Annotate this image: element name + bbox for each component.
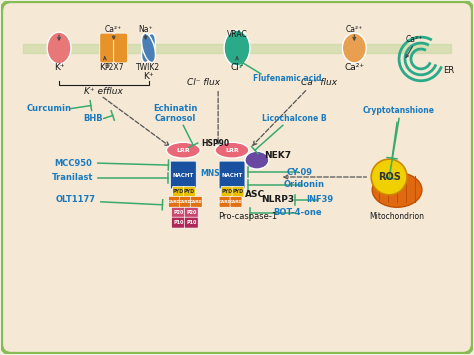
FancyBboxPatch shape [114,33,128,63]
Text: LRR: LRR [176,148,190,153]
Text: MCC950: MCC950 [54,159,92,168]
Text: Flufenamic acid: Flufenamic acid [254,74,322,83]
Text: Curcumin: Curcumin [27,104,72,113]
Text: Oridonin: Oridonin [284,180,325,190]
FancyBboxPatch shape [232,186,244,197]
Ellipse shape [166,142,200,158]
Text: Ca²⁺: Ca²⁺ [346,24,363,34]
Text: BOT-4-one: BOT-4-one [273,208,322,217]
FancyBboxPatch shape [172,217,185,228]
Text: BHB: BHB [83,114,103,123]
Text: LRR: LRR [225,148,239,153]
Text: Cryptotanshione: Cryptotanshione [363,106,435,115]
Text: CARD: CARD [190,200,202,204]
Text: PYD: PYD [184,189,195,195]
FancyBboxPatch shape [179,196,191,207]
Text: Ca²⁺: Ca²⁺ [344,63,365,72]
Text: NACHT: NACHT [221,173,243,178]
Text: MNS: MNS [201,169,220,178]
Text: CARD: CARD [179,200,191,204]
FancyBboxPatch shape [172,207,185,218]
Text: ROS: ROS [378,172,401,182]
Text: Pro-caspase-1: Pro-caspase-1 [218,212,277,221]
Text: P10: P10 [186,220,196,225]
Text: INF39: INF39 [306,195,333,204]
Text: PYD: PYD [232,189,244,195]
Text: P10: P10 [173,220,183,225]
Text: K⁺: K⁺ [100,63,110,72]
Ellipse shape [342,33,366,63]
Ellipse shape [142,34,155,62]
Text: Cl⁻: Cl⁻ [230,63,244,72]
Text: Na⁺: Na⁺ [138,24,153,34]
Text: CY-09: CY-09 [287,168,313,176]
Text: Carnosol: Carnosol [155,114,196,123]
FancyBboxPatch shape [183,186,195,197]
Text: P2X7: P2X7 [104,63,123,72]
Text: ASC: ASC [245,190,265,200]
Text: K⁺: K⁺ [54,63,64,72]
Text: CARD: CARD [219,200,231,204]
Ellipse shape [245,151,269,169]
Text: PYD: PYD [221,189,233,195]
FancyBboxPatch shape [173,186,184,197]
Text: P20: P20 [186,210,196,215]
Text: Tranilast: Tranilast [52,174,94,182]
Ellipse shape [215,142,249,158]
FancyBboxPatch shape [184,217,198,228]
Ellipse shape [47,32,71,64]
FancyBboxPatch shape [168,196,180,207]
FancyBboxPatch shape [190,196,202,207]
Text: NLRP3: NLRP3 [261,195,294,204]
Text: Mitochondrion: Mitochondrion [370,212,425,221]
FancyBboxPatch shape [219,196,231,207]
Text: Ca²⁺: Ca²⁺ [105,24,122,34]
Text: TWIK2: TWIK2 [137,63,161,72]
FancyBboxPatch shape [184,207,198,218]
Text: HSP90: HSP90 [201,139,229,148]
Text: PYD: PYD [173,189,184,195]
Ellipse shape [142,34,155,62]
FancyBboxPatch shape [230,196,242,207]
Text: P20: P20 [173,210,183,215]
FancyBboxPatch shape [221,186,233,197]
FancyBboxPatch shape [100,33,114,63]
FancyBboxPatch shape [219,161,245,189]
FancyBboxPatch shape [170,161,196,189]
Text: Ca⁺ flux: Ca⁺ flux [301,78,337,87]
Text: Echinatin: Echinatin [153,104,198,113]
Text: CARD: CARD [229,200,242,204]
Circle shape [371,159,407,195]
Text: OLT1177: OLT1177 [56,195,96,204]
Text: Cl⁻ flux: Cl⁻ flux [187,78,220,87]
Text: K⁺ efflux: K⁺ efflux [84,87,123,96]
Text: Ca²⁺: Ca²⁺ [405,34,423,44]
Text: Licochalcone B: Licochalcone B [262,114,327,123]
Text: K⁺: K⁺ [143,72,154,81]
Text: ER: ER [443,66,454,75]
Text: CARD: CARD [168,200,181,204]
Text: NEK7: NEK7 [264,151,292,160]
Text: NACHT: NACHT [173,173,194,178]
Text: VRAC: VRAC [227,29,247,39]
Ellipse shape [372,173,422,207]
Ellipse shape [224,30,250,66]
